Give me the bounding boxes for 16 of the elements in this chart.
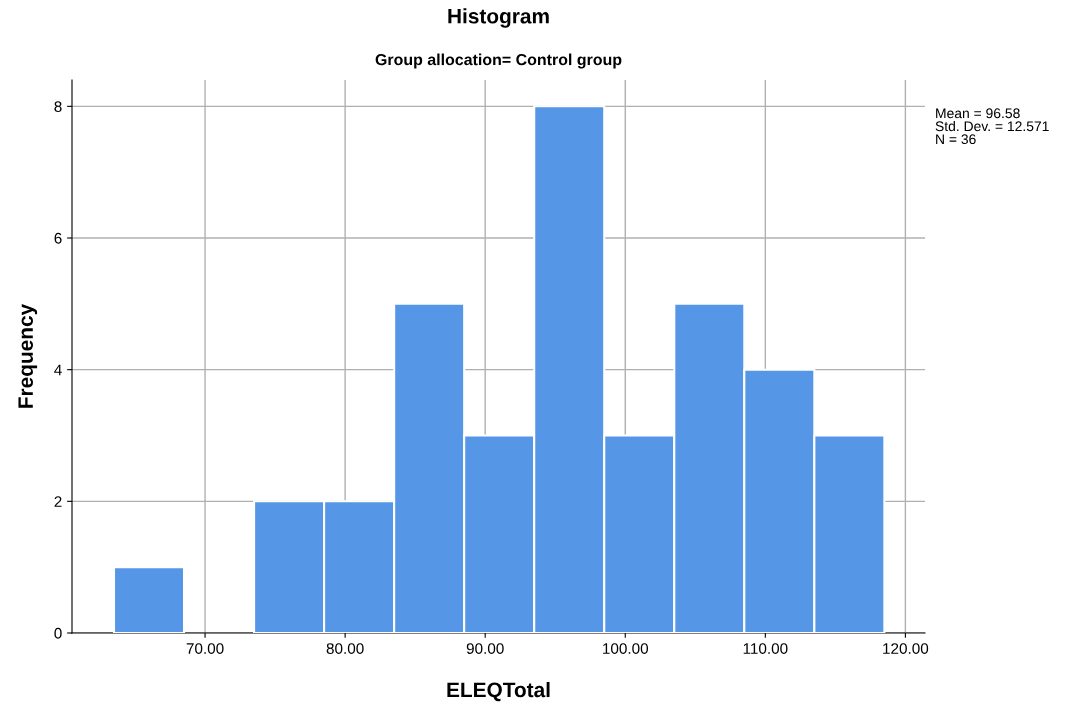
y-tick-label: 2 (54, 496, 62, 507)
x-tick-label: 100.00 (603, 643, 649, 654)
x-axis-title: ELEQTotal (447, 681, 550, 702)
x-tick-label: 90.00 (466, 643, 504, 654)
chart-subtitle: Group allocation= Control group (375, 53, 622, 69)
x-tick-label: 120.00 (883, 643, 929, 654)
y-axis-title: Frequency (18, 303, 38, 408)
chart-title: Histogram (448, 8, 549, 28)
y-tick-label: 6 (54, 232, 62, 244)
x-tick-label: 110.00 (743, 643, 788, 654)
y-tick-label: 0 (54, 627, 62, 639)
x-tick-label: 80.00 (326, 643, 364, 654)
text: Mean = 96.58 Std. Dev. = 12.571 N = 36 (935, 108, 1049, 145)
y-tick-label: 8 (54, 101, 62, 113)
y-tick-label: 4 (54, 364, 62, 376)
x-tick-label: 70.00 (186, 643, 224, 654)
